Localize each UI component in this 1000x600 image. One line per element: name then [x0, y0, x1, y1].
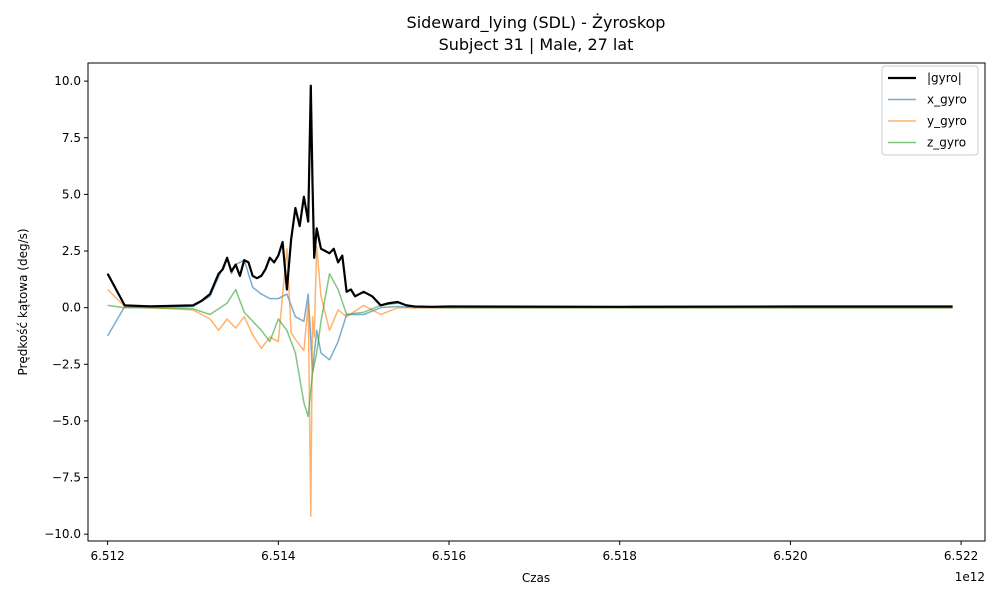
series-line-xgyro: [106, 257, 953, 372]
legend-label: |gyro|: [927, 71, 962, 85]
y-tick-label: 10.0: [54, 74, 81, 88]
legend-box: [881, 65, 979, 156]
x-tick-label: 6.518: [603, 549, 637, 563]
y-axis-label: Prędkość kątowa (deg/s): [16, 228, 30, 375]
legend: |gyro| x_gyro y_gyro z_gyro: [881, 65, 979, 156]
legend-label: x_gyro: [927, 93, 967, 107]
series-line-gyro: [106, 84, 953, 308]
series-line-zgyro: [107, 272, 953, 418]
plot-frame: [87, 62, 986, 542]
chart-title: Sideward_lying (SDL) - Żyroskop: [407, 13, 666, 33]
x-axis: 6.512 6.514 6.516 6.518 6.520 6.522: [90, 541, 978, 563]
y-tick-label: 2.5: [62, 244, 81, 258]
x-offset-label: 1e12: [955, 570, 985, 584]
y-tick-label: −10.0: [44, 527, 81, 541]
x-tick-label: 6.512: [90, 549, 124, 563]
y-tick-label: −5.0: [52, 414, 81, 428]
series-layer: [106, 84, 953, 517]
legend-label: z_gyro: [927, 136, 966, 150]
series-line-ygyro: [107, 245, 953, 517]
legend-label: y_gyro: [927, 114, 967, 128]
y-tick-label: 0.0: [62, 301, 81, 315]
y-tick-label: −7.5: [52, 471, 81, 485]
x-tick-label: 6.516: [432, 549, 466, 563]
x-tick-label: 6.522: [944, 549, 978, 563]
y-axis: −10.0 −7.5 −5.0 −2.5 0.0 2.5 5.0 7.5 10.0: [44, 74, 88, 541]
y-tick-label: −2.5: [52, 357, 81, 371]
y-tick-label: 5.0: [62, 187, 81, 201]
y-tick-label: 7.5: [62, 131, 81, 145]
x-tick-label: 6.514: [261, 549, 295, 563]
x-axis-label: Czas: [522, 571, 550, 585]
legend-items: |gyro| x_gyro y_gyro z_gyro: [888, 71, 967, 150]
chart-subtitle: Subject 31 | Male, 27 lat: [439, 35, 634, 54]
x-tick-label: 6.520: [773, 549, 807, 563]
